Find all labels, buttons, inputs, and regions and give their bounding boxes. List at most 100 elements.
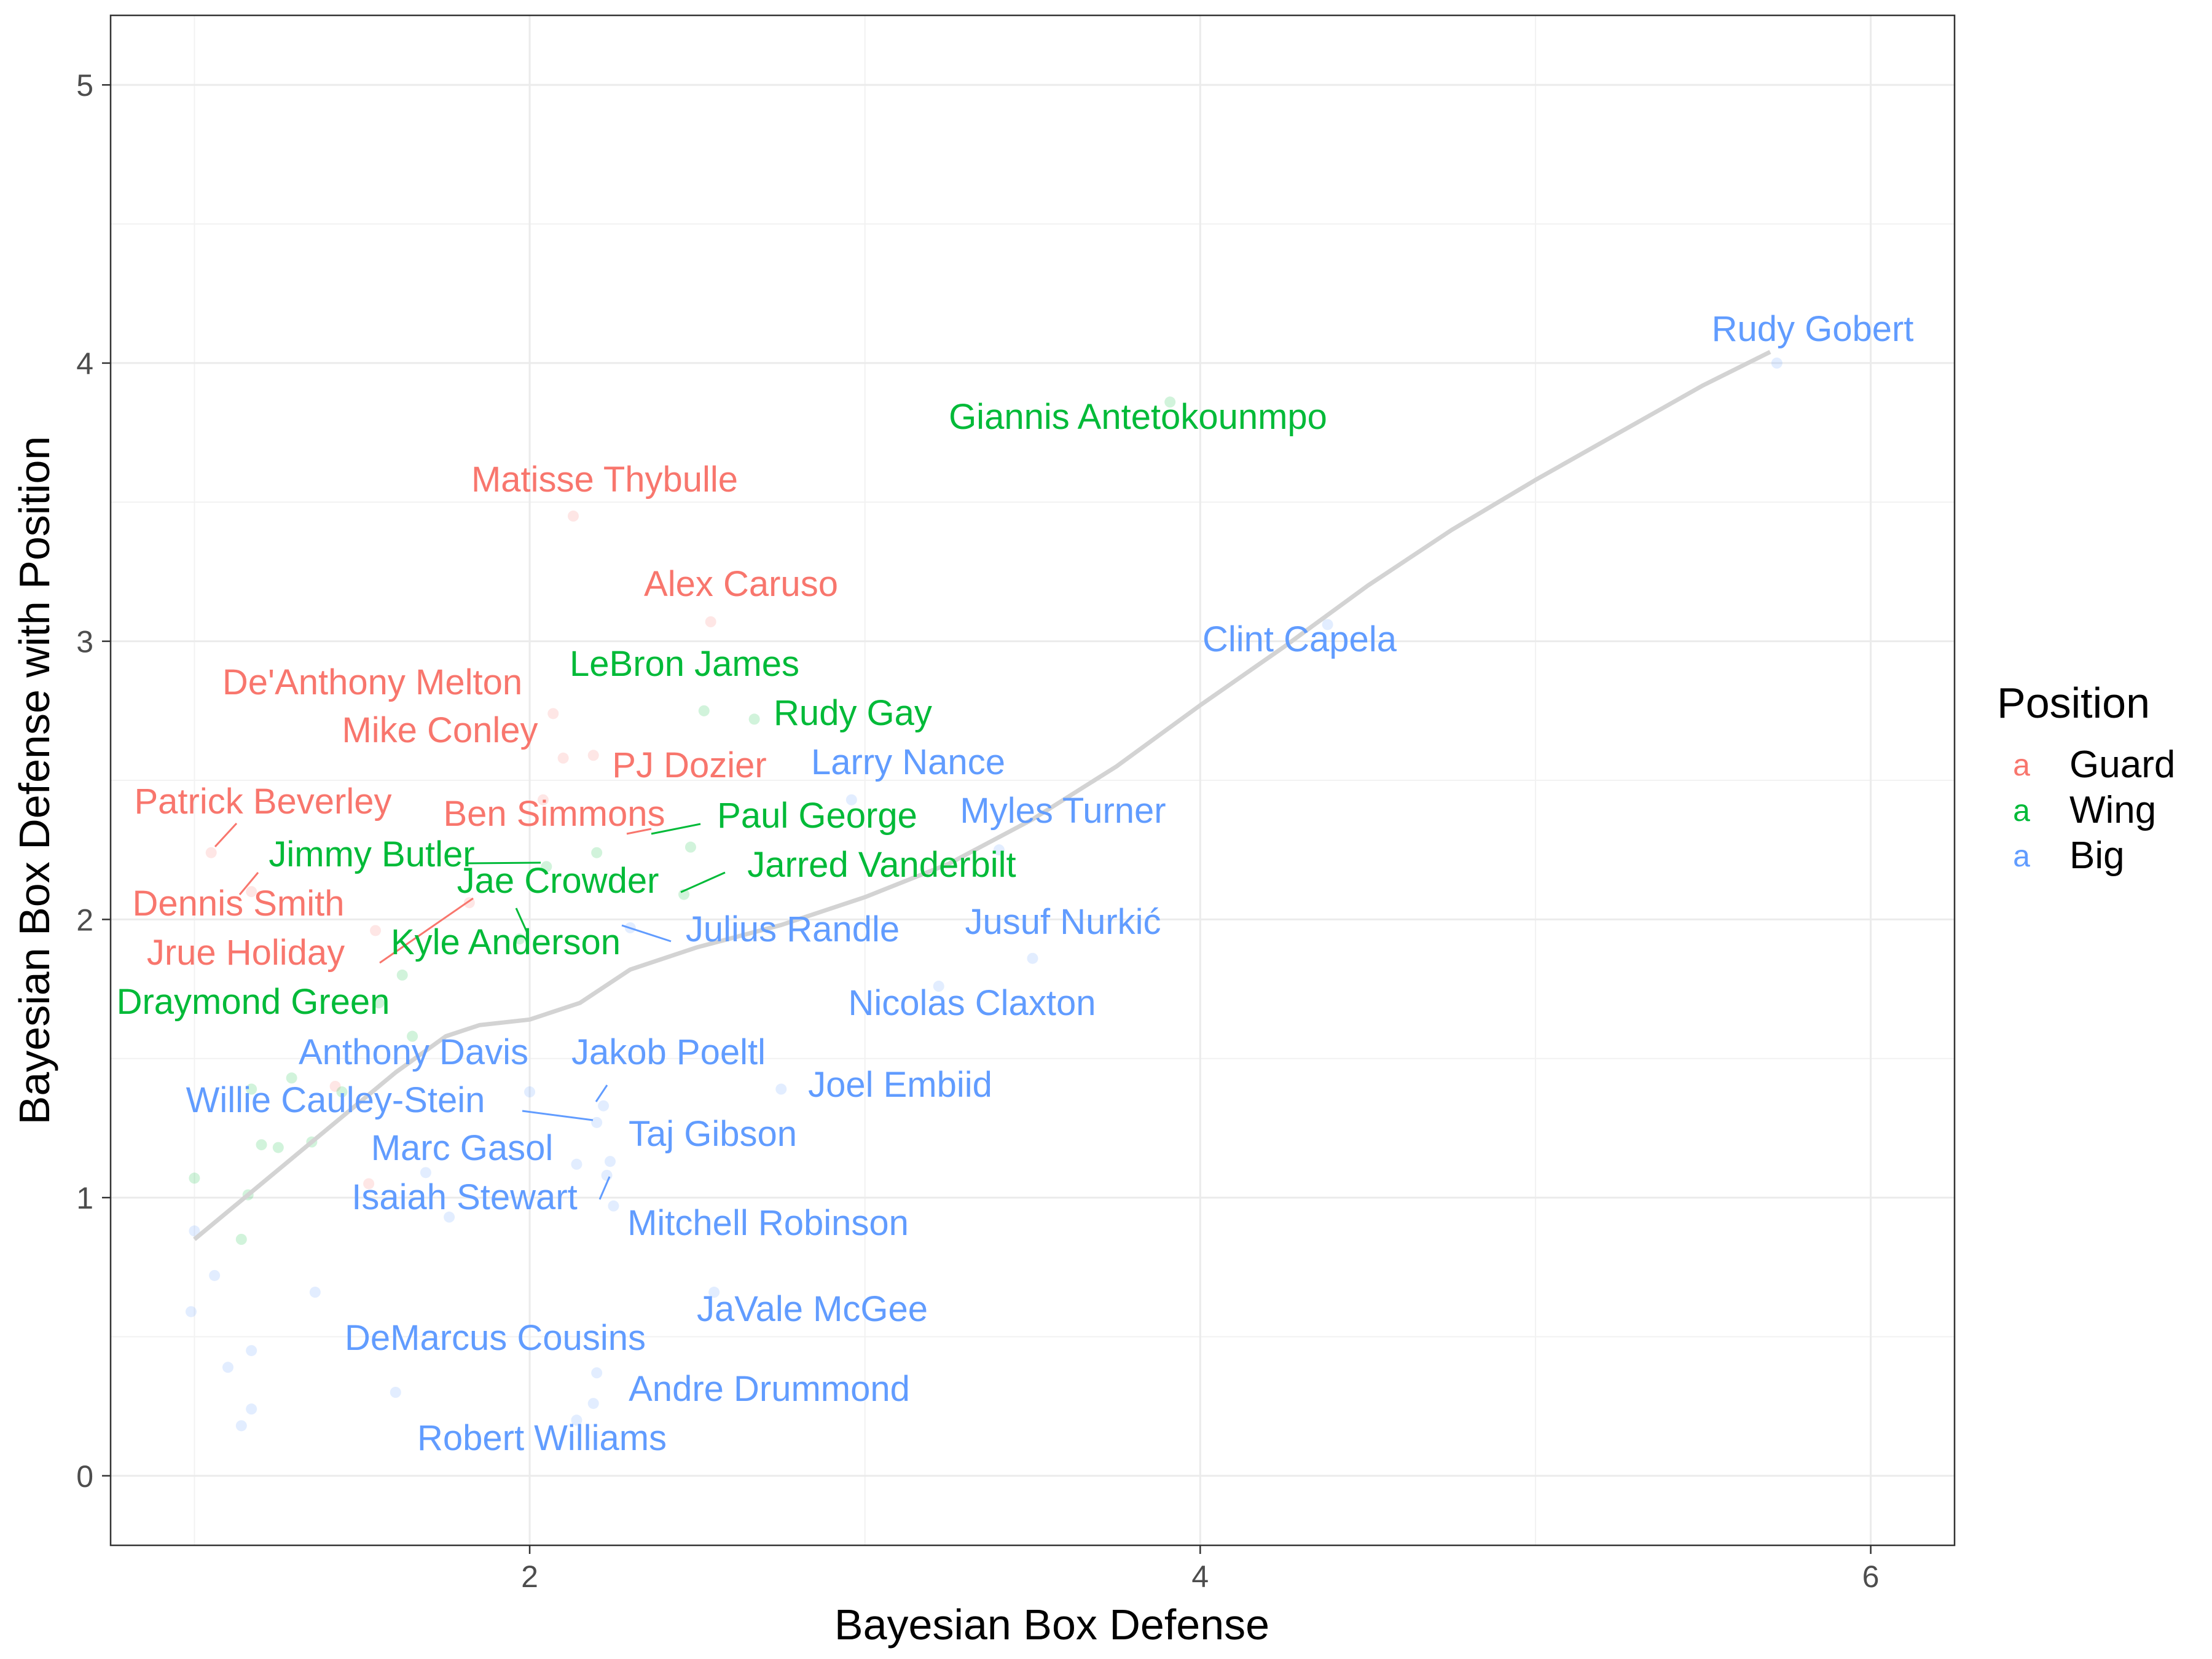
data-point	[591, 1116, 603, 1128]
data-point	[567, 510, 579, 522]
data-point	[370, 925, 382, 936]
legend-label: Guard	[2069, 743, 2175, 786]
data-point	[189, 1225, 200, 1237]
x-axis-ticks: 2 4 6	[521, 1545, 1879, 1594]
panel-border	[109, 14, 1956, 1547]
y-axis-ticks: 0 1 2 3 4 5	[76, 68, 111, 1494]
leader-line	[515, 908, 528, 933]
point-label: Giannis Antetokounmpo	[949, 397, 1327, 437]
point-label: Nicolas Claxton	[849, 983, 1096, 1023]
data-point	[209, 1269, 221, 1281]
point-label: Willie Cauley-Stein	[186, 1080, 485, 1120]
point-label: Rudy Gay	[774, 693, 932, 733]
data-point	[845, 794, 857, 806]
data-point	[591, 847, 603, 858]
point-label: Mike Conley	[342, 710, 538, 750]
data-point	[604, 1156, 616, 1167]
label-leader-lines	[214, 822, 726, 1200]
legend: Position a Guard a Wing a Big	[1997, 679, 2175, 877]
data-point	[1027, 952, 1038, 964]
data-point	[286, 1072, 297, 1084]
data-point	[698, 705, 710, 716]
data-point	[537, 794, 549, 806]
point-label: Robert Williams	[417, 1418, 667, 1458]
point-label: Ben Simmons	[443, 794, 665, 834]
data-point	[571, 1414, 582, 1426]
leader-line	[598, 1176, 611, 1200]
data-point	[587, 1398, 599, 1410]
point-labels: Rudy Gobert Giannis Antetokounmpo Matisse …	[117, 309, 1914, 1458]
data-point	[444, 1211, 455, 1223]
data-point	[1771, 357, 1783, 369]
point-label: Patrick Beverley	[134, 782, 391, 822]
data-point	[407, 1030, 418, 1042]
legend-key: a	[2013, 748, 2030, 782]
data-point	[373, 997, 385, 1009]
point-label: Rudy Gobert	[1712, 309, 1914, 349]
point-label: Jarred Vanderbilt	[747, 845, 1016, 885]
legend-key: a	[2013, 839, 2030, 873]
y-tick-label: 4	[76, 347, 93, 381]
data-point	[185, 1306, 197, 1317]
point-label: Kyle Anderson	[391, 922, 621, 962]
data-point	[1164, 396, 1176, 408]
point-label: Julius Randle	[686, 909, 900, 949]
data-point	[557, 752, 569, 764]
data-point	[336, 1086, 348, 1098]
data-point	[541, 861, 552, 873]
y-axis-title: Bayesian Box Defense with Position	[10, 436, 58, 1125]
leader-line	[379, 897, 474, 964]
point-label: De'Anthony Melton	[222, 662, 522, 702]
data-point	[256, 1139, 267, 1151]
data-point	[246, 886, 257, 898]
grid-major	[111, 15, 1955, 1545]
data-point	[189, 1172, 200, 1184]
leader-line	[595, 1084, 608, 1102]
y-tick-label: 1	[76, 1181, 93, 1215]
point-label: Isaiah Stewart	[351, 1177, 578, 1217]
legend-key: a	[2013, 793, 2030, 828]
x-tick-label: 6	[1862, 1559, 1880, 1594]
data-point	[591, 1367, 603, 1379]
data-point	[601, 1169, 613, 1181]
point-label: Taj Gibson	[629, 1114, 797, 1154]
data-point	[420, 1167, 431, 1179]
x-axis-title: Bayesian Box Defense	[834, 1601, 1269, 1649]
point-label: Jimmy Butler	[269, 834, 474, 874]
data-point	[272, 1142, 284, 1153]
leader-line	[238, 872, 259, 895]
point-label: PJ Dozier	[612, 745, 766, 785]
data-point	[547, 708, 559, 720]
y-tick-label: 2	[76, 903, 93, 937]
data-point	[390, 1387, 401, 1398]
point-label: Mitchell Robinson	[627, 1203, 909, 1243]
data-point	[608, 1200, 619, 1212]
data-point	[775, 1083, 787, 1095]
data-point	[235, 1234, 247, 1245]
data-point	[993, 844, 1005, 856]
x-tick-label: 4	[1191, 1559, 1209, 1594]
point-label: Larry Nance	[811, 742, 1005, 782]
data-point	[329, 1081, 341, 1092]
point-label: Clint Capela	[1202, 619, 1397, 659]
legend-title: Position	[1997, 679, 2150, 727]
data-point	[705, 616, 716, 627]
point-label: Jusuf Nurkić	[965, 902, 1161, 942]
data-point	[571, 1158, 582, 1170]
point-label: Matisse Thybulle	[471, 460, 738, 500]
leader-line	[651, 823, 701, 835]
data-point	[514, 933, 525, 945]
data-point	[309, 1287, 321, 1298]
data-point	[363, 1178, 375, 1190]
point-label: JaVale McGee	[697, 1289, 928, 1329]
data-point	[205, 847, 217, 858]
data-point	[748, 713, 760, 725]
leader-line	[626, 828, 652, 835]
y-tick-label: 0	[76, 1459, 93, 1494]
leader-line	[214, 822, 238, 848]
point-label: DeMarcus Cousins	[345, 1318, 646, 1358]
data-points	[185, 357, 1783, 1432]
data-point	[587, 750, 599, 761]
data-point	[235, 1420, 247, 1432]
